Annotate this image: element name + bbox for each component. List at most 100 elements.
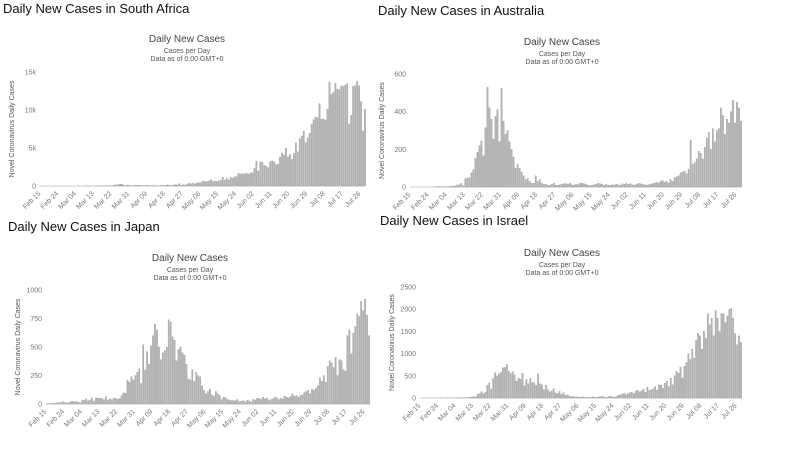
chart-subtitle: Cases per Day [539, 51, 586, 58]
bar [716, 317, 719, 399]
bar [565, 183, 567, 188]
bar [625, 394, 627, 399]
y-tick-label: 1500 [400, 329, 416, 336]
bar [510, 149, 513, 188]
bar [366, 314, 368, 405]
bar [289, 396, 292, 405]
x-tick-label: Apr 18 [153, 408, 173, 428]
bar [190, 183, 192, 187]
bar [599, 183, 601, 188]
bar [364, 298, 366, 405]
bar [693, 357, 696, 399]
bar [689, 359, 692, 399]
x-tick-label: Jul 08 [684, 191, 702, 209]
x-tick-label: Mar 22 [93, 190, 113, 210]
bar [470, 172, 473, 188]
bar [229, 177, 232, 187]
bar [534, 175, 537, 188]
bar [713, 141, 716, 188]
bar [511, 371, 514, 399]
bar [136, 371, 139, 405]
x-tick-label: Jun 02 [613, 402, 633, 422]
x-tick-label: Jul 17 [703, 402, 721, 420]
x-tick-label: Feb 24 [410, 191, 430, 211]
bar [245, 172, 248, 187]
bar [299, 395, 302, 405]
bar [646, 387, 649, 399]
bar [50, 403, 52, 405]
x-tick-label: Jun 11 [259, 408, 279, 428]
bar [161, 352, 164, 405]
bar [326, 108, 329, 187]
bar [142, 344, 145, 405]
bar [494, 372, 496, 399]
bar [654, 386, 656, 399]
bar [344, 370, 347, 405]
bar [662, 388, 664, 399]
bar [548, 184, 551, 188]
bar [714, 310, 717, 399]
bar [95, 397, 97, 405]
bar [529, 378, 532, 399]
bar [134, 375, 137, 405]
bar [681, 377, 684, 399]
bar [171, 336, 174, 405]
bar [623, 184, 626, 188]
bar [250, 401, 253, 405]
bar [722, 313, 725, 399]
bar [724, 322, 727, 399]
bar [121, 184, 123, 187]
bar [601, 396, 604, 399]
bar [126, 379, 129, 405]
bar [535, 384, 537, 399]
bar [138, 368, 141, 405]
bar [703, 331, 705, 399]
y-axis-title: Novel Coronavirus Daily Cases [389, 294, 396, 391]
x-tick-label: Jul 26 [344, 190, 362, 208]
bar [555, 184, 557, 188]
x-tick-label: Mar 31 [116, 408, 136, 428]
x-tick-label: Mar 04 [58, 190, 78, 210]
bar [134, 184, 137, 187]
bar [531, 382, 534, 399]
bar [97, 398, 99, 405]
bar [291, 393, 294, 405]
bar [160, 185, 163, 187]
bar [551, 184, 553, 188]
bar [253, 168, 256, 187]
y-tick-label: 0 [38, 402, 42, 409]
bar [740, 120, 742, 188]
x-tick-label: Jun 20 [646, 191, 666, 211]
bar [500, 372, 502, 399]
x-tick-label: Mar 22 [472, 402, 492, 422]
bar [140, 383, 143, 405]
bar [658, 384, 660, 399]
x-tick-label: Jul 08 [685, 402, 703, 420]
bar [560, 394, 563, 399]
bar [673, 177, 676, 188]
y-axis-title: Novel Coronavirus Daily Cases [15, 298, 22, 395]
bar [576, 396, 578, 399]
x-tick-label: Apr 18 [147, 190, 167, 210]
bar [685, 362, 688, 399]
bar [595, 397, 598, 399]
bar [350, 353, 353, 405]
x-tick-label: Mar 22 [99, 408, 119, 428]
x-tick-label: Jun 02 [241, 408, 261, 428]
bar [285, 397, 288, 405]
bar [323, 375, 325, 405]
bar [621, 393, 623, 399]
bar [319, 377, 321, 405]
bar [362, 130, 364, 187]
bar [242, 400, 245, 405]
bar [519, 379, 522, 399]
bar [550, 390, 553, 399]
bar [354, 326, 357, 405]
bar [628, 392, 631, 399]
bar [226, 399, 229, 405]
bar [617, 184, 620, 188]
bar [101, 398, 103, 405]
bar [202, 180, 204, 187]
x-tick-label: Mar 04 [428, 191, 448, 211]
bar [338, 89, 341, 187]
